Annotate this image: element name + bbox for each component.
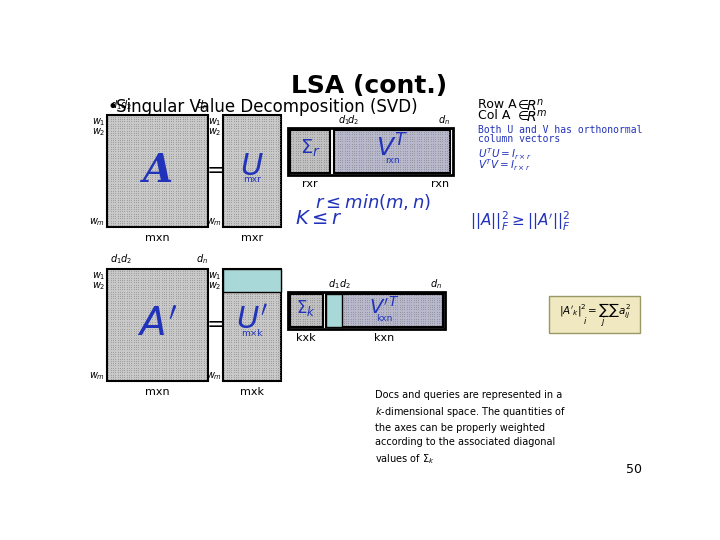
- Text: $U^TU=I_{r\times r}$: $U^TU=I_{r\times r}$: [477, 146, 531, 162]
- Text: 50: 50: [626, 463, 642, 476]
- Bar: [326, 294, 443, 327]
- Text: Docs and queries are represented in a
$k$-dimensional space. The quantities of
t: Docs and queries are represented in a $k…: [375, 390, 566, 465]
- Text: $R^n$: $R^n$: [526, 98, 544, 114]
- Text: $d_2$: $d_2$: [120, 98, 132, 112]
- Text: $V'^T$: $V'^T$: [369, 296, 400, 318]
- Text: mxn: mxn: [145, 387, 170, 397]
- Text: mxn: mxn: [145, 233, 170, 242]
- Text: $d_n$: $d_n$: [196, 252, 207, 266]
- Bar: [107, 115, 208, 226]
- Text: m×k: m×k: [242, 329, 263, 339]
- Text: $A'$: $A'$: [137, 306, 178, 343]
- Bar: [290, 294, 323, 327]
- Bar: [107, 269, 208, 381]
- Text: $w_1$: $w_1$: [208, 271, 222, 282]
- Text: $V^TV=I_{r\times r}$: $V^TV=I_{r\times r}$: [477, 157, 530, 173]
- Text: $w_m$: $w_m$: [89, 216, 106, 228]
- Text: $d_1$: $d_1$: [110, 252, 122, 266]
- Text: rxn: rxn: [431, 179, 449, 189]
- Text: $d_1$: $d_1$: [328, 278, 340, 291]
- Text: kxn: kxn: [374, 333, 395, 343]
- Text: column vectors: column vectors: [477, 134, 559, 144]
- Bar: [223, 269, 282, 381]
- Bar: [287, 292, 445, 329]
- Text: $w_m$: $w_m$: [89, 370, 106, 382]
- Text: kxk: kxk: [297, 333, 316, 343]
- Bar: [287, 128, 453, 175]
- Text: Singular Value Decomposition (SVD): Singular Value Decomposition (SVD): [117, 98, 418, 116]
- Text: $w_1$: $w_1$: [208, 117, 222, 129]
- Text: Col A: Col A: [477, 109, 510, 122]
- Text: •: •: [107, 98, 117, 116]
- Text: $\in$: $\in$: [515, 98, 529, 112]
- Bar: [223, 269, 282, 292]
- Text: $w_m$: $w_m$: [206, 216, 222, 228]
- Text: $d_2$: $d_2$: [120, 252, 132, 266]
- Text: $K \leq r$: $K \leq r$: [294, 210, 343, 227]
- Text: $w_m$: $w_m$: [206, 370, 222, 382]
- Bar: [334, 130, 451, 173]
- Text: =: =: [207, 161, 225, 181]
- Text: $V^T$: $V^T$: [376, 134, 408, 161]
- Text: $U$: $U$: [240, 151, 264, 181]
- Text: mxr: mxr: [243, 176, 261, 185]
- Text: mxk: mxk: [240, 387, 264, 397]
- Bar: [290, 130, 330, 173]
- Text: Both U and V has orthonormal: Both U and V has orthonormal: [477, 125, 642, 135]
- Text: $w_2$: $w_2$: [92, 126, 106, 138]
- Text: $||A||_F^2 \geq ||A'||_F^2$: $||A||_F^2 \geq ||A'||_F^2$: [469, 210, 571, 233]
- Text: A: A: [143, 152, 173, 190]
- Text: $w_2$: $w_2$: [92, 280, 106, 292]
- Text: LSA (cont.): LSA (cont.): [291, 74, 447, 98]
- Text: $d_n$: $d_n$: [438, 113, 450, 127]
- Text: $d_1$: $d_1$: [338, 113, 349, 127]
- Text: kxn: kxn: [377, 314, 392, 323]
- Text: $\Sigma_k$: $\Sigma_k$: [297, 298, 316, 318]
- Text: $d_1$: $d_1$: [110, 98, 122, 112]
- Text: $R^m$: $R^m$: [526, 109, 547, 125]
- Text: $w_2$: $w_2$: [208, 126, 222, 138]
- Text: $i \quad\quad j$: $i \quad\quad j$: [583, 315, 606, 328]
- Text: $|A'_k|^2 = \sum\sum a_{ij}^2$: $|A'_k|^2 = \sum\sum a_{ij}^2$: [559, 302, 631, 321]
- Text: =: =: [207, 315, 225, 335]
- Text: $d_2$: $d_2$: [339, 278, 351, 291]
- Text: Row A: Row A: [477, 98, 516, 111]
- Text: $w_2$: $w_2$: [208, 280, 222, 292]
- Text: mxr: mxr: [241, 233, 264, 242]
- Text: $d_n$: $d_n$: [196, 98, 207, 112]
- Text: $U'$: $U'$: [236, 305, 269, 335]
- Text: $d_n$: $d_n$: [431, 278, 442, 291]
- Text: $w_1$: $w_1$: [92, 271, 106, 282]
- Text: $d_2$: $d_2$: [347, 113, 359, 127]
- Bar: [549, 296, 640, 333]
- Bar: [326, 294, 342, 327]
- Text: $\in$: $\in$: [515, 109, 529, 123]
- Text: $\Sigma_r$: $\Sigma_r$: [300, 138, 320, 159]
- Text: $r \leq min(m,n)$: $r \leq min(m,n)$: [315, 192, 431, 212]
- Text: $w_1$: $w_1$: [92, 117, 106, 129]
- Text: rxr: rxr: [302, 179, 318, 189]
- Bar: [223, 115, 282, 226]
- Text: rxn: rxn: [385, 156, 400, 165]
